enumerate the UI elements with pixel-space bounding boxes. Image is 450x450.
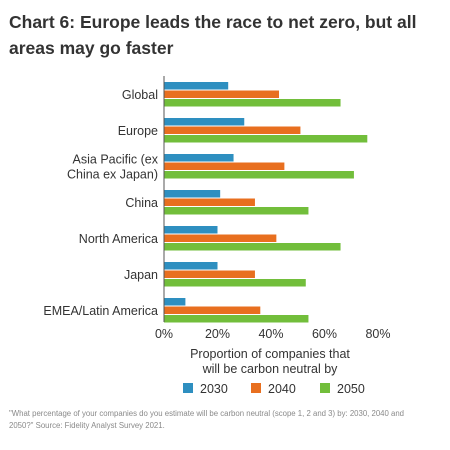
bar-2040-6 — [164, 306, 261, 314]
bar-2050-1 — [164, 135, 368, 143]
x-tick-1: 20% — [205, 327, 230, 341]
bar-2040-2 — [164, 162, 285, 170]
legend-label-2030: 2030 — [200, 382, 228, 396]
bar-2030-0 — [164, 82, 229, 90]
bar-2030-4 — [164, 226, 218, 234]
x-label-line-0: Proportion of companies that — [190, 347, 350, 361]
legend: 2030 2040 2050 — [183, 382, 365, 396]
x-tick-4: 80% — [365, 327, 390, 341]
x-tick-labels: 0% 20% 40% 60% 80% — [155, 327, 391, 341]
bar-2030-3 — [164, 190, 221, 198]
bar-2050-0 — [164, 99, 341, 107]
bar-2030-6 — [164, 298, 186, 306]
category-label-6-0: EMEA/Latin America — [43, 304, 158, 318]
bar-2040-0 — [164, 90, 280, 98]
bars-group — [164, 82, 368, 323]
bar-2040-5 — [164, 270, 255, 278]
footnote: "What percentage of your companies do yo… — [9, 409, 405, 430]
bar-2040-4 — [164, 234, 277, 242]
x-tick-0: 0% — [155, 327, 173, 341]
bar-2050-5 — [164, 279, 306, 287]
legend-swatch-2050 — [320, 383, 330, 393]
category-label-5-0: Japan — [124, 268, 158, 282]
x-tick-3: 60% — [312, 327, 337, 341]
bar-2030-5 — [164, 262, 218, 270]
bar-2050-3 — [164, 207, 309, 215]
legend-swatch-2030 — [183, 383, 193, 393]
bar-2050-4 — [164, 243, 341, 251]
category-label-4-0: North America — [79, 232, 158, 246]
bar-2030-1 — [164, 118, 245, 126]
bar-2030-2 — [164, 154, 234, 162]
category-label-1-0: Europe — [118, 124, 158, 138]
category-label-0-0: Global — [122, 88, 158, 102]
legend-label-2050: 2050 — [337, 382, 365, 396]
legend-swatch-2040 — [251, 383, 261, 393]
bar-2050-2 — [164, 171, 354, 179]
bar-2050-6 — [164, 315, 309, 323]
category-label-2-0: Asia Pacific (ex — [73, 152, 159, 166]
x-label-line-1: will be carbon neutral by — [202, 362, 339, 376]
category-label-3-0: China — [125, 196, 158, 210]
legend-label-2040: 2040 — [268, 382, 296, 396]
bar-2040-3 — [164, 198, 255, 206]
chart-title: Chart 6: Europe leads the race to net ze… — [9, 12, 417, 58]
bar-2040-1 — [164, 126, 301, 134]
x-tick-2: 40% — [258, 327, 283, 341]
category-label-2-1: China ex Japan) — [67, 167, 158, 181]
